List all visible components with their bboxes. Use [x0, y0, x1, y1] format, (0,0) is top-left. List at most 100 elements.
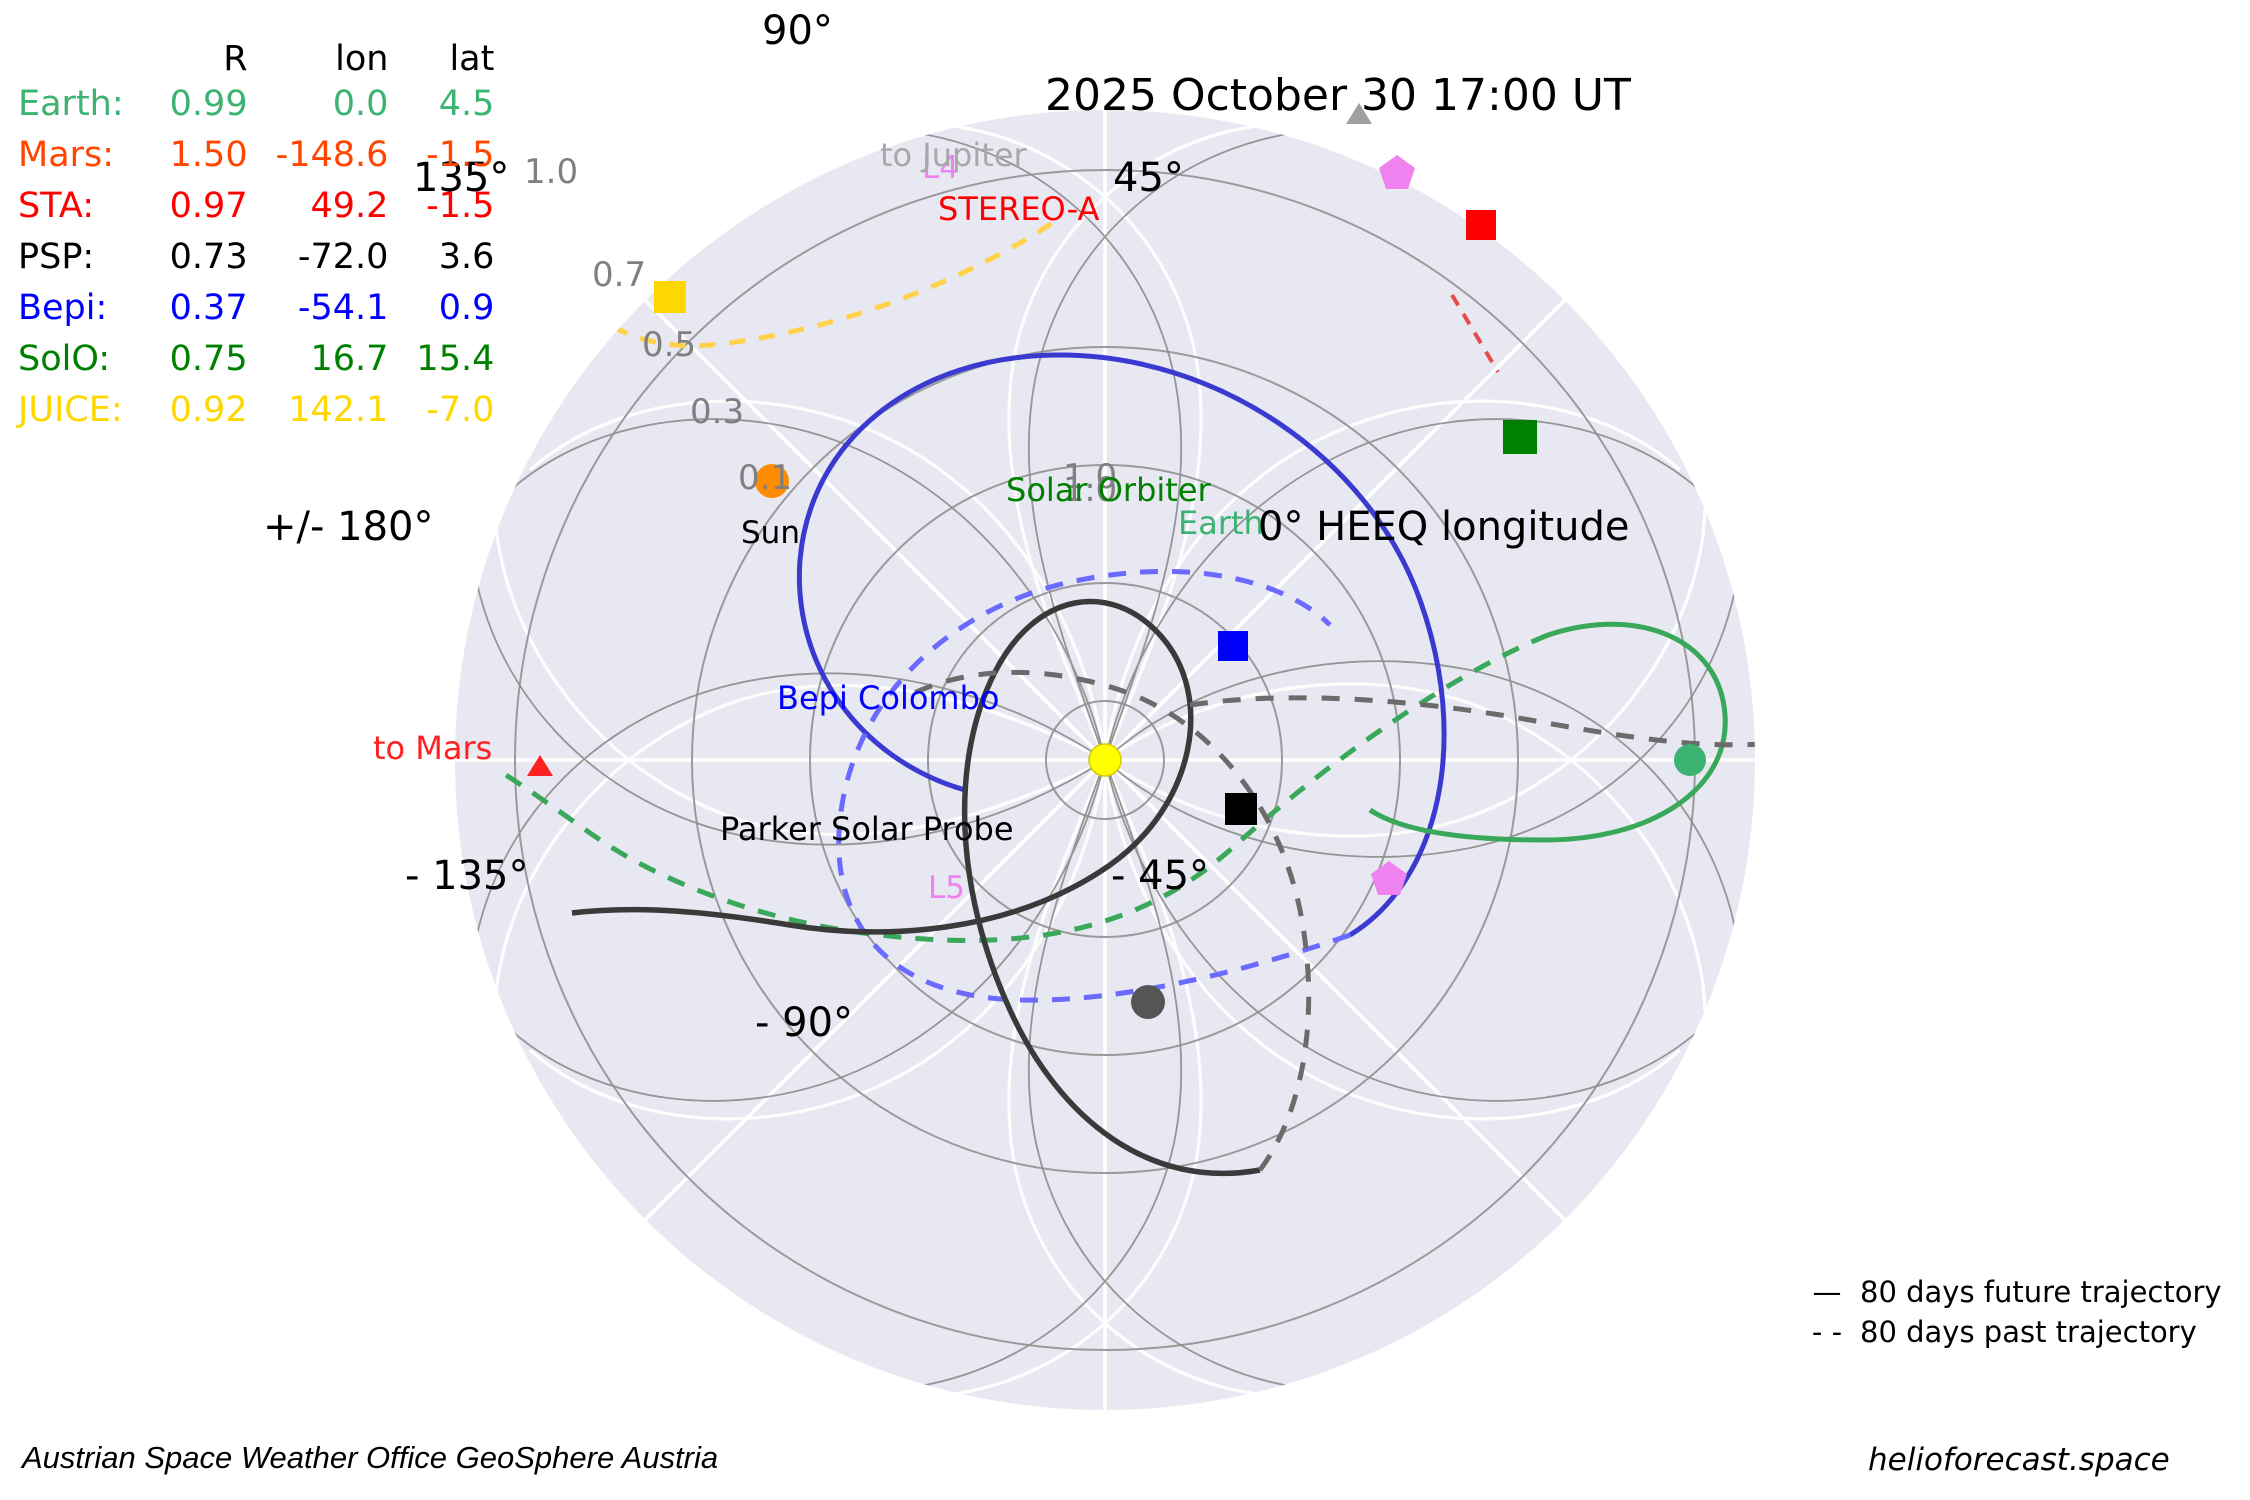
l4-label: L4	[922, 150, 959, 186]
parker-spiral-grid	[493, 123, 1707, 1397]
table-row: SolO: 0.75 16.7 15.4	[18, 334, 494, 385]
table-cell-body-R: 0.75	[169, 339, 248, 379]
legend-row-future: — 80 days future trajectory	[1800, 1272, 2222, 1312]
table-row: Earth: 0.99 0.0 4.5	[18, 79, 494, 130]
bepi-past-trajectory	[836, 568, 1351, 1003]
solar-orbiter-label: Solar Orbiter	[1006, 471, 1211, 509]
table-row: PSP: 0.73 -72.0 3.6	[18, 232, 494, 283]
table-cell-body-name: Mars:	[18, 135, 115, 175]
table-header-R: R	[223, 39, 248, 79]
legend-label-future: 80 days future trajectory	[1860, 1275, 2222, 1309]
psp-past-trajectory-outer	[1189, 695, 1755, 748]
axis-label-lower-right: - 45°	[1111, 853, 1210, 899]
table-cell-body-name: SolO:	[18, 339, 111, 379]
solo-future-trajectory	[1368, 621, 1728, 843]
sun-label: Sun	[741, 515, 800, 551]
bepi-colombo-marker[interactable]	[1218, 631, 1248, 661]
table-cell-body-lon: -54.1	[297, 288, 389, 328]
axis-label-upper-left: 135°	[413, 155, 510, 201]
stereo-a-label: STEREO-A	[938, 190, 1100, 228]
longitude-arc-guides	[469, 129, 1741, 1391]
radial-label-0.5: 0.5	[642, 325, 697, 365]
table-cell-body-name: PSP:	[18, 237, 95, 277]
to-jupiter-marker[interactable]	[1346, 103, 1372, 124]
table-cell-body-R: 0.73	[169, 237, 248, 277]
stereo-a-marker[interactable]	[1466, 210, 1496, 240]
earth-marker[interactable]	[1674, 744, 1706, 776]
l5-marker[interactable]	[1371, 861, 1407, 895]
axis-label-upper-right: 45°	[1113, 155, 1184, 201]
table-row: Mars: 1.50 -148.6 -1.5	[18, 130, 494, 181]
table-cell-body-lon: 16.7	[310, 339, 389, 379]
l4-marker[interactable]	[1379, 155, 1415, 189]
table-cell-body-lon: 0.0	[332, 84, 389, 124]
axis-label-right: 0° HEEQ longitude	[1258, 504, 1630, 550]
table-row: JUICE: 0.92 142.1 -7.0	[18, 385, 494, 436]
legend-label-past: 80 days past trajectory	[1860, 1315, 2197, 1349]
table-cell-body-lon: 49.2	[310, 186, 389, 226]
table-cell-body-lon: 142.1	[288, 390, 389, 430]
axis-label-left: +/- 180°	[263, 504, 434, 550]
psp-marker[interactable]	[1225, 793, 1257, 825]
table-cell-body-lat: -7.0	[426, 390, 495, 430]
bepi-future-trajectory	[796, 352, 1447, 938]
table-cell-body-R: 0.99	[169, 84, 248, 124]
table-row: Bepi: 0.37 -54.1 0.9	[18, 283, 494, 334]
table-header-lon: lon	[335, 39, 389, 79]
table-header-name	[18, 34, 142, 79]
table-cell-body-name: STA:	[18, 186, 94, 226]
table-cell-body-lat: -1.5	[426, 135, 495, 175]
juice-marker[interactable]	[654, 281, 686, 313]
psp-future-trajectory	[571, 598, 1261, 1177]
table-cell-body-name: JUICE:	[18, 390, 123, 430]
radial-tick-1.0: 1.0	[1063, 457, 1117, 497]
table-cell-body-lat: 3.6	[438, 237, 495, 277]
psp-label: Parker Solar Probe	[720, 810, 1014, 848]
radial-label-1.0-outer: 1.0	[524, 152, 579, 192]
radial-label-1.0: 1.0	[1063, 470, 1118, 510]
table-cell-body-R: 0.37	[169, 288, 248, 328]
to-jupiter-label: to Jupiter	[880, 136, 1027, 174]
table-cell-body-lon: -148.6	[275, 135, 389, 175]
solo-past-trajectory	[493, 632, 1549, 943]
to-mars-marker[interactable]	[527, 755, 553, 776]
psp-past-trajectory	[908, 669, 1312, 1172]
radial-label-0.3: 0.3	[690, 392, 745, 432]
radial-label-0.1: 0.1	[738, 458, 793, 498]
table-cell-body-lon: -72.0	[297, 237, 389, 277]
axis-label-bottom: - 90°	[755, 1000, 854, 1046]
table-cell-body-R: 0.92	[169, 390, 248, 430]
table-cell-body-lat: 15.4	[416, 339, 495, 379]
mercury-marker[interactable]	[1131, 985, 1165, 1019]
sun-marker[interactable]	[1088, 743, 1122, 777]
radial-tick-labels: 1.0 1.0	[1063, 457, 1117, 497]
page-title: 2025 October 30 17:00 UT	[1045, 70, 1631, 121]
radial-label-0.7-ghost: 0.7	[592, 255, 647, 295]
table-cell-body-name: Earth:	[18, 84, 124, 124]
to-mars-label: to Mars	[373, 729, 493, 767]
table-header-lat: lat	[449, 39, 495, 79]
table-cell-body-lat: 0.9	[438, 288, 495, 328]
table-cell-body-lat: -1.5	[426, 186, 495, 226]
table-cell-body-R: 0.97	[169, 186, 248, 226]
solar-orbiter-marker[interactable]	[1503, 420, 1537, 454]
stereo-a-past-trajectory	[1450, 293, 1500, 374]
footer-left: Austrian Space Weather Office GeoSphere …	[22, 1440, 719, 1475]
footer-right: helioforecast.space	[1868, 1442, 2170, 1478]
axis-label-top: 90°	[762, 8, 833, 54]
venus-marker[interactable]	[755, 464, 789, 498]
earth-label: Earth	[1178, 504, 1264, 542]
table-cell-body-R: 1.50	[169, 135, 248, 175]
table-row: STA: 0.97 49.2 -1.5	[18, 181, 494, 232]
trajectory-legend: — 80 days future trajectory - - 80 days …	[1800, 1272, 2222, 1352]
dashed-line-icon: - -	[1811, 1315, 1843, 1349]
bepi-colombo-label: Bepi Colombo	[777, 679, 1000, 717]
table-cell-body-lat: 4.5	[438, 84, 495, 124]
solid-line-icon: —	[1812, 1275, 1842, 1309]
legend-row-past: - - 80 days past trajectory	[1800, 1312, 2222, 1352]
axis-label-lower-left: - 135°	[405, 853, 529, 899]
l5-label: L5	[928, 870, 965, 906]
